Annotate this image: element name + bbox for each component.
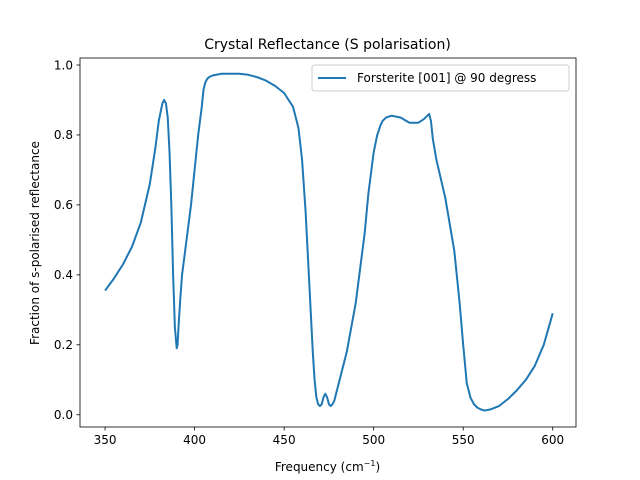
x-tick-label: 500: [362, 433, 385, 447]
y-axis-ticks: 0.0 0.2 0.4 0.6 0.8 1.0: [54, 58, 80, 422]
x-tick-label: 600: [541, 433, 564, 447]
x-axis-ticks: 350 400 450 500 550 600: [94, 427, 564, 447]
plot-area: [79, 57, 577, 428]
x-tick-label: 550: [452, 433, 475, 447]
x-tick-label: 450: [273, 433, 296, 447]
axes-frame: [79, 57, 577, 428]
legend-box: [311, 64, 570, 92]
series-line-forsterite: [104, 72, 554, 412]
y-tick-label: 1.0: [54, 58, 73, 72]
y-axis-label: Fraction of s-polarised reflectance: [28, 141, 42, 345]
x-axis-label: Frequency (cm−1): [275, 459, 380, 474]
y-tick-label: 0.0: [54, 408, 73, 422]
x-tick-label: 400: [183, 433, 206, 447]
legend: Forsterite [001] @ 90 degress: [311, 64, 570, 92]
legend-label: Forsterite [001] @ 90 degress: [357, 71, 536, 85]
y-tick-label: 0.8: [54, 128, 73, 142]
y-tick-label: 0.2: [54, 338, 73, 352]
y-tick-label: 0.6: [54, 198, 73, 212]
x-tick-label: 350: [94, 433, 117, 447]
chart-title: Crystal Reflectance (S polarisation): [204, 37, 451, 53]
y-tick-label: 0.4: [54, 268, 73, 282]
